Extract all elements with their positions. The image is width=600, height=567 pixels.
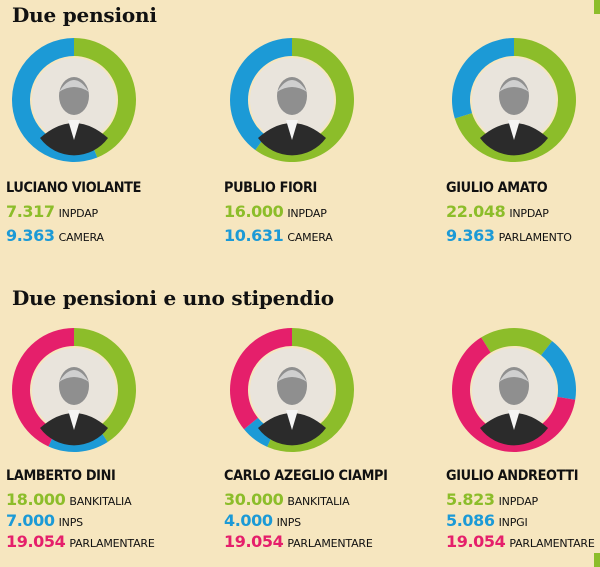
amount: 19.054 [446, 532, 506, 551]
pension-panel-andreotti: GIULIO ANDREOTTI 5.823 INPDAP 5.086 INPGI … [446, 324, 600, 564]
source-label: BANKITALIA [69, 495, 132, 508]
value-row-blue: 5.086 INPGI [446, 511, 528, 531]
person-name: LAMBERTO DINI [6, 468, 116, 484]
portrait-photo [250, 58, 334, 156]
value-row-blue: 9.363 CAMERA [6, 226, 104, 246]
amount: 10.631 [224, 226, 284, 245]
donut-chart [8, 34, 140, 166]
donut-slice-parlamentare [12, 328, 74, 447]
donut-chart [8, 324, 140, 456]
value-row-blue: 10.631 CAMERA [224, 226, 333, 246]
source-label: INPS [276, 516, 301, 529]
pension-panel-amato: GIULIO AMATO 22.048 INPDAP 9.363 PARLAMENT… [446, 34, 600, 254]
value-row-green: 5.823 INPDAP [446, 490, 538, 510]
edge-strip-top [594, 0, 600, 14]
person-name: GIULIO AMATO [446, 180, 548, 196]
amount: 5.086 [446, 511, 495, 530]
source-label: PARLAMENTO [498, 231, 572, 244]
value-row-green: 22.048 INPDAP [446, 202, 549, 222]
donut-slice-camera [230, 38, 292, 150]
source-label: CAMERA [287, 231, 333, 244]
portrait-photo [32, 348, 116, 446]
amount: 9.363 [6, 226, 55, 245]
amount: 18.000 [6, 490, 66, 509]
donut-chart [226, 324, 358, 456]
value-row-blue: 9.363 PARLAMENTO [446, 226, 572, 246]
value-row-blue: 4.000 INPS [224, 511, 301, 531]
portrait-photo [472, 348, 556, 446]
section-title-due-pensioni-e-uno-stipendio: Due pensioni e uno stipendio [12, 286, 334, 310]
value-row-pink: 19.054 PARLAMENTARE [224, 532, 373, 552]
source-label: INPDAP [58, 207, 99, 220]
donut-svg [11, 38, 136, 162]
source-label: CAMERA [58, 231, 104, 244]
donut-chart [226, 34, 358, 166]
amount: 4.000 [224, 511, 273, 530]
amount: 9.363 [446, 226, 495, 245]
pension-panel-fiori: PUBLIO FIORI 16.000 INPDAP 10.631 CAMERA [224, 34, 404, 254]
pension-panel-dini: LAMBERTO DINI 18.000 BANKITALIA 7.000 INPS… [6, 324, 186, 564]
source-label: INPDAP [509, 207, 549, 220]
donut-svg [452, 38, 576, 162]
portrait-photo [250, 348, 334, 446]
source-label: INPDAP [287, 207, 327, 220]
donut-slice-inpdap [454, 38, 576, 162]
donut-slice-inpdap [74, 38, 136, 158]
amount: 19.054 [6, 532, 66, 551]
value-row-pink: 19.054 PARLAMENTARE [446, 532, 595, 552]
amount: 7.000 [6, 511, 55, 530]
donut-slice-camera [11, 38, 98, 162]
donut-slice-bankitalia [74, 328, 136, 443]
donut-svg [12, 328, 136, 452]
donut-svg [452, 328, 576, 452]
value-row-blue: 7.000 INPS [6, 511, 83, 531]
source-label: INPGI [498, 516, 528, 529]
donut-chart [448, 324, 580, 456]
amount: 16.000 [224, 202, 284, 221]
donut-svg [230, 328, 354, 452]
pension-panel-violante: LUCIANO VIOLANTE 7.317 INPDAP 9.363 CAMERA [6, 34, 186, 254]
donut-slice-inpgi [541, 341, 576, 400]
person-name: PUBLIO FIORI [224, 180, 317, 196]
donut-chart [448, 34, 580, 166]
donut-slice-parlamentare [230, 328, 292, 430]
pension-panel-ciampi: CARLO AZEGLIO CIAMPI 30.000 BANKITALIA 4.… [224, 324, 404, 564]
source-label: PARLAMENTARE [287, 537, 373, 550]
value-row-green: 16.000 INPDAP [224, 202, 327, 222]
donut-slice-parlamentare [452, 337, 576, 452]
amount: 7.317 [6, 202, 55, 221]
section-title-due-pensioni: Due pensioni [12, 3, 157, 27]
source-label: PARLAMENTARE [509, 537, 595, 550]
source-label: INPS [58, 516, 83, 529]
donut-slice-inpdap [255, 38, 354, 163]
person-name: LUCIANO VIOLANTE [6, 180, 141, 196]
source-label: INPDAP [498, 495, 539, 508]
value-row-pink: 19.054 PARLAMENTARE [6, 532, 155, 552]
donut-slice-inpdap [481, 328, 553, 356]
donut-slice-inps [244, 417, 275, 447]
value-row-green: 30.000 BANKITALIA [224, 490, 350, 510]
edge-strip-bottom [594, 553, 600, 567]
amount: 5.823 [446, 490, 495, 509]
amount: 19.054 [224, 532, 284, 551]
amount: 30.000 [224, 490, 284, 509]
source-label: PARLAMENTARE [69, 537, 155, 550]
amount: 22.048 [446, 202, 506, 221]
donut-slice-parlamento [452, 38, 514, 119]
value-row-green: 18.000 BANKITALIA [6, 490, 132, 510]
value-row-green: 7.317 INPDAP [6, 202, 98, 222]
source-label: BANKITALIA [287, 495, 350, 508]
portrait-photo [472, 58, 556, 156]
donut-svg [230, 38, 354, 163]
portrait-photo [32, 58, 116, 156]
person-name: CARLO AZEGLIO CIAMPI [224, 468, 388, 484]
donut-slice-bankitalia [267, 328, 354, 452]
person-name: GIULIO ANDREOTTI [446, 468, 579, 484]
